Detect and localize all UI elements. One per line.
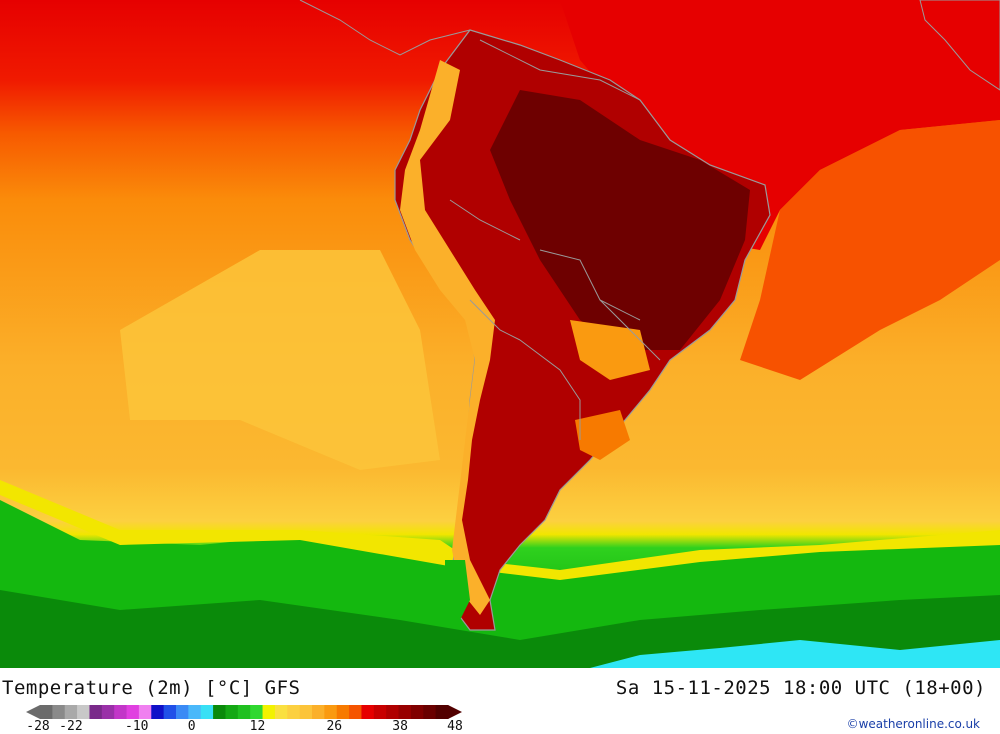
ne-ocean-red-zone <box>560 0 1000 250</box>
legend-swatch <box>163 705 177 719</box>
map-title: Temperature (2m) [°C] GFS <box>2 677 301 699</box>
legend-swatch <box>312 705 325 719</box>
color-scale-legend <box>26 705 462 719</box>
legend-tick-label: -28 <box>26 719 50 734</box>
legend-swatch <box>386 705 400 719</box>
legend-swatch <box>64 705 78 719</box>
legend-swatch <box>361 705 375 719</box>
legend-swatch <box>200 705 214 719</box>
legend-swatch <box>213 705 226 719</box>
legend-swatch <box>77 705 90 719</box>
antarctic-cyan <box>590 640 1000 668</box>
legend-swatch <box>274 705 288 719</box>
legend-swatch <box>237 705 251 719</box>
legend-arrow-right <box>448 705 462 719</box>
amazon-hot-core <box>490 90 750 350</box>
legend-swatch <box>176 705 189 719</box>
legend-swatch <box>435 705 449 719</box>
legend-tick-label: 38 <box>392 719 408 734</box>
legend-tick-label: -10 <box>125 719 149 734</box>
credit-link[interactable]: ©weatheronline.co.uk <box>846 717 980 731</box>
legend-swatch <box>101 705 115 719</box>
legend-tick-label: 48 <box>447 719 463 734</box>
legend-swatch <box>336 705 350 719</box>
legend-swatch <box>225 705 239 719</box>
legend-swatch <box>423 705 437 719</box>
caribbean-coast <box>299 0 471 56</box>
run-timestamp: Sa 15-11-2025 18:00 UTC (18+00) <box>615 677 986 699</box>
legend-tick-label: 0 <box>187 719 196 734</box>
legend-tick-label: 12 <box>249 719 266 734</box>
legend-swatch <box>89 705 103 719</box>
legend-swatch <box>324 705 338 719</box>
legend-ticks: -28 -22 -10 0 12 26 38 48 <box>0 719 480 734</box>
legend-arrow-left <box>26 705 40 719</box>
atlantic-orange-zone <box>740 120 1000 380</box>
legend-swatch <box>126 705 140 719</box>
legend-swatch <box>398 705 412 719</box>
uruguay-orange <box>575 410 630 460</box>
legend-swatch <box>114 705 128 719</box>
legend-swatch <box>40 705 53 719</box>
andes-orange-strip <box>400 60 495 615</box>
legend-swatch <box>287 705 301 719</box>
pacific-light-zone <box>120 250 440 470</box>
paraguay-orange <box>570 320 650 380</box>
legend-swatch <box>373 705 387 719</box>
yellow-band <box>0 480 1000 580</box>
legend-swatch <box>138 705 152 719</box>
legend-swatch <box>250 705 264 719</box>
legend-tick-label: 26 <box>326 719 343 734</box>
legend-swatch <box>349 705 362 719</box>
legend-swatch <box>262 705 276 719</box>
legend-swatch <box>151 705 165 719</box>
africa-corner <box>919 0 1000 91</box>
legend-swatch <box>299 705 313 719</box>
legend-swatch <box>188 705 202 719</box>
patagonia-green <box>445 560 470 620</box>
legend-swatch <box>52 705 66 719</box>
temperature-map <box>0 0 1000 668</box>
country-borders <box>449 39 661 440</box>
legend-swatch <box>410 705 424 719</box>
legend-tick-label: -22 <box>59 719 83 734</box>
